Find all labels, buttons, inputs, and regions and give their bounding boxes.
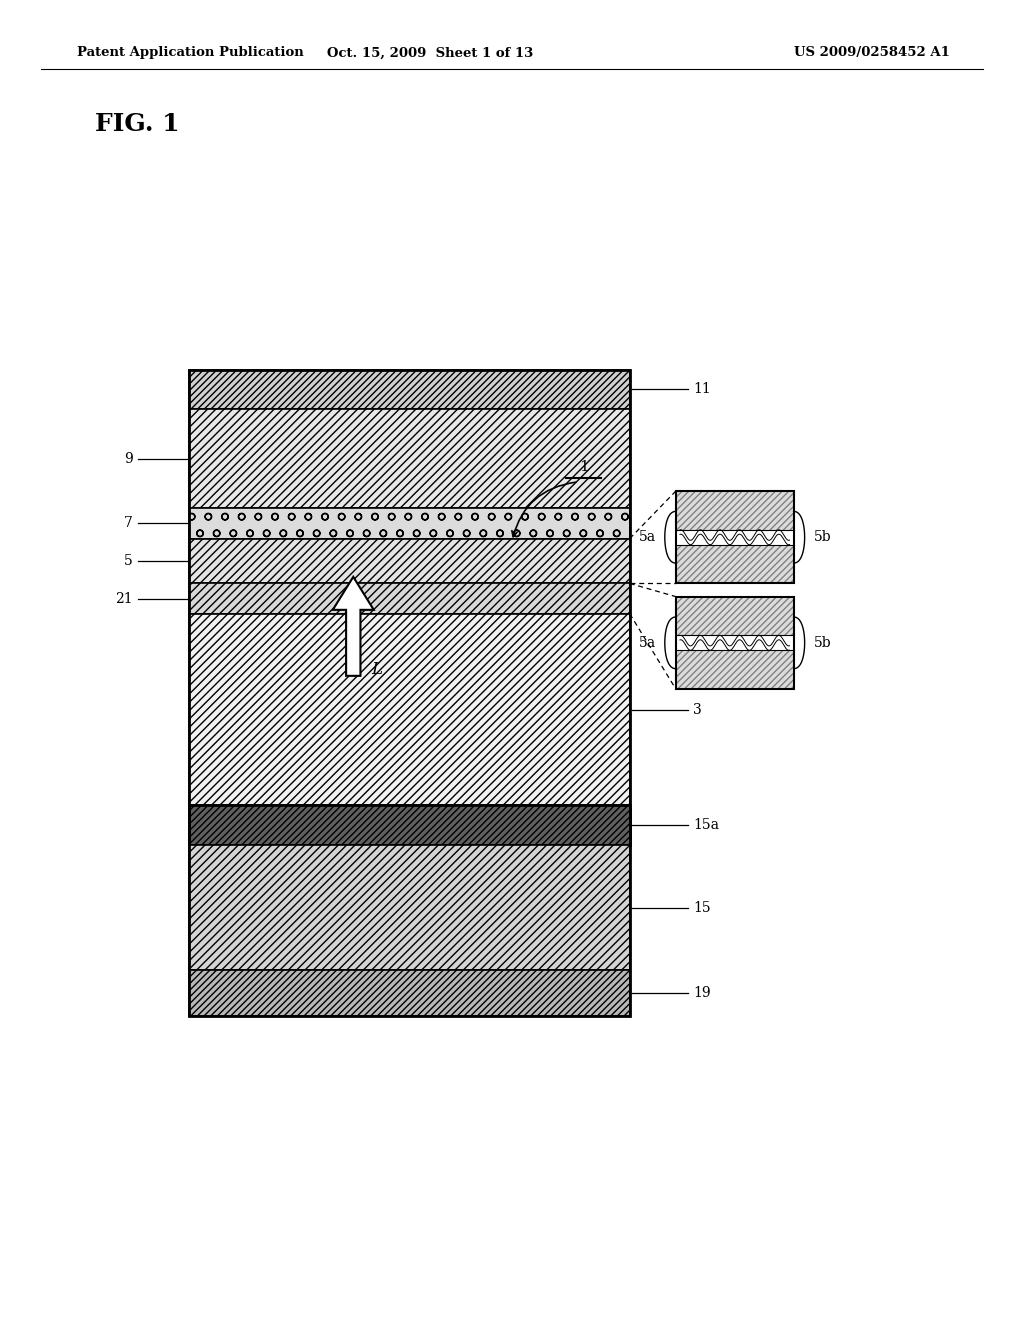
Bar — [189, 370, 630, 409]
Bar — [676, 597, 794, 635]
Bar — [189, 845, 630, 970]
Bar — [676, 635, 794, 651]
Bar — [676, 491, 794, 583]
Text: 5: 5 — [124, 554, 133, 568]
Bar — [676, 597, 794, 689]
Bar — [676, 545, 794, 583]
Text: 5b: 5b — [814, 636, 831, 649]
Text: 15: 15 — [693, 900, 711, 915]
Bar — [189, 805, 630, 845]
Text: Patent Application Publication: Patent Application Publication — [77, 46, 303, 59]
Bar — [676, 491, 794, 583]
Text: FIG. 1: FIG. 1 — [95, 112, 180, 136]
Text: 5a: 5a — [639, 531, 655, 544]
Bar — [189, 370, 630, 1016]
Text: 1: 1 — [579, 461, 589, 474]
Text: Oct. 15, 2009  Sheet 1 of 13: Oct. 15, 2009 Sheet 1 of 13 — [327, 46, 534, 59]
FancyArrowPatch shape — [512, 482, 575, 537]
Bar — [189, 583, 630, 614]
Text: 19: 19 — [693, 986, 711, 1001]
Text: 7: 7 — [124, 516, 133, 531]
Bar — [189, 539, 630, 583]
Bar — [189, 970, 630, 1016]
Text: L: L — [372, 661, 383, 677]
Bar — [189, 614, 630, 805]
Text: 11: 11 — [693, 383, 711, 396]
Text: 9: 9 — [124, 451, 133, 466]
Text: 5b: 5b — [814, 531, 831, 544]
Bar — [676, 597, 794, 689]
Bar — [676, 529, 794, 545]
Bar — [676, 491, 794, 529]
Text: 3: 3 — [693, 702, 702, 717]
Bar — [189, 508, 630, 539]
Text: 21: 21 — [116, 591, 133, 606]
Bar — [676, 651, 794, 689]
Text: US 2009/0258452 A1: US 2009/0258452 A1 — [794, 46, 949, 59]
Polygon shape — [333, 577, 374, 676]
Text: 5a: 5a — [639, 636, 655, 649]
Bar — [189, 409, 630, 508]
Text: 15a: 15a — [693, 818, 719, 832]
